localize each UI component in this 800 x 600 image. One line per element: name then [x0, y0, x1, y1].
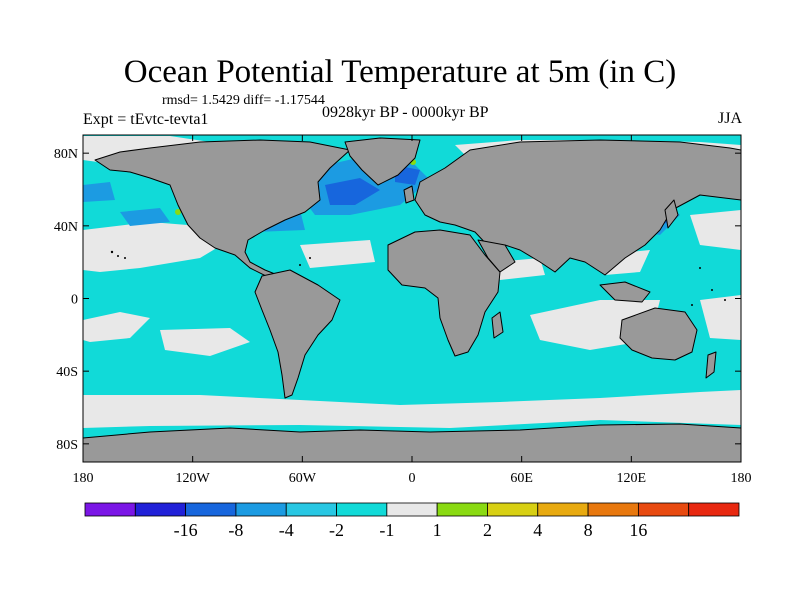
colorbar-label: -4: [279, 520, 294, 540]
season-label: JJA: [717, 110, 742, 127]
south-america: [254, 269, 341, 399]
colorbar-box: [285, 502, 337, 517]
colorbar-box: [537, 502, 589, 517]
colorbar-label: -8: [228, 520, 243, 540]
colorbar-box: [235, 502, 287, 517]
land-masses: [83, 137, 741, 462]
australia: [619, 307, 698, 361]
colorbar-box: [436, 502, 488, 517]
lon-tick-label: 60W: [289, 471, 317, 486]
lat-tick-label: 0: [71, 293, 78, 308]
longitude-axis: 180 120W 60W 0 60E 120E 180: [73, 135, 752, 486]
lat-tick-label: 40S: [56, 365, 78, 380]
colorbar-label: 4: [533, 520, 542, 540]
colorbar-box: [487, 502, 539, 517]
time-period-label: 0928kyr BP - 0000kyr BP: [322, 104, 489, 121]
colorbar-box: [688, 502, 740, 517]
colorbar-label: 8: [584, 520, 593, 540]
antarctica: [83, 423, 741, 462]
colorbar-label: -2: [329, 520, 344, 540]
island-markers: [110, 250, 726, 306]
great-britain: [403, 185, 415, 204]
colorbar-label: -16: [174, 520, 198, 540]
colorbar: [84, 502, 740, 517]
lat-tick-label: 40N: [54, 220, 78, 235]
latitude-axis: 80N 40N 0 40S 80S: [54, 147, 741, 453]
colorbar-label: 16: [629, 520, 647, 540]
experiment-label: Expt = tEvtc-tevta1: [83, 111, 209, 128]
lon-tick-label: 0: [409, 471, 416, 486]
lon-tick-label: 180: [731, 471, 752, 486]
colorbar-label: -1: [379, 520, 394, 540]
colorbar-box: [336, 502, 388, 517]
madagascar: [491, 311, 504, 339]
north-america: [94, 139, 351, 279]
lat-tick-label: 80S: [56, 438, 78, 453]
colorbar-box: [587, 502, 639, 517]
colorbar-label: 2: [483, 520, 492, 540]
lat-tick-label: 80N: [54, 147, 78, 162]
colorbar-labels: -16 -8 -4 -2 -1 1 2 4 8 16: [174, 520, 648, 540]
map-content: [83, 135, 741, 462]
africa: [387, 229, 501, 357]
colorbar-box: [185, 502, 237, 517]
colorbar-box: [637, 502, 690, 517]
lon-tick-label: 60E: [510, 471, 533, 486]
indonesia: [599, 281, 651, 303]
colorbar-label: 1: [433, 520, 442, 540]
arabia: [477, 239, 516, 273]
japan: [664, 199, 679, 229]
colorbar-box: [134, 502, 187, 517]
plot-title: Ocean Potential Temperature at 5m (in C): [123, 54, 677, 90]
new-zealand: [705, 351, 717, 379]
colorbar-box: [386, 502, 438, 517]
colorbar-box: [84, 502, 136, 517]
lon-tick-label: 120E: [617, 471, 647, 486]
greenland: [344, 137, 421, 186]
lon-tick-label: 120W: [176, 471, 211, 486]
eurasia: [414, 139, 741, 276]
lon-tick-label: 180: [73, 471, 94, 486]
rmsd-diff-stats: rmsd= 1.5429 diff= -1.17544: [162, 93, 325, 108]
